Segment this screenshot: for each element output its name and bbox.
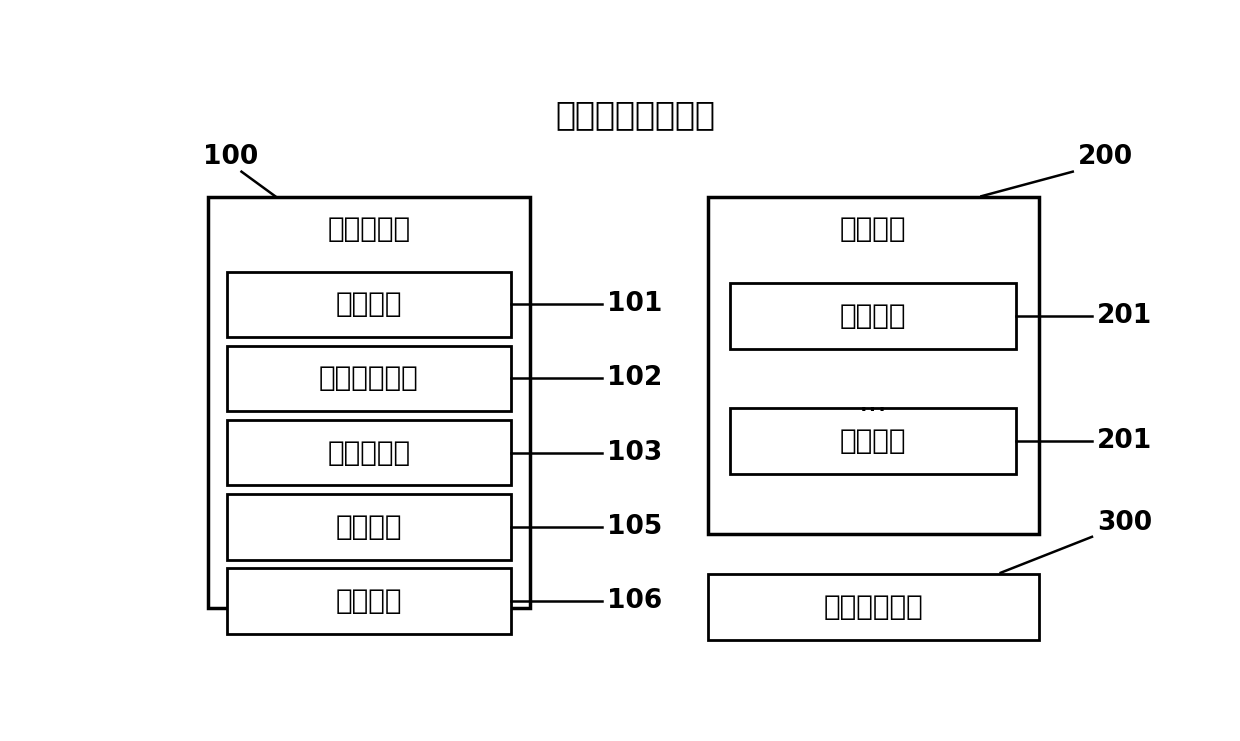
FancyBboxPatch shape [729, 408, 1016, 474]
Text: ···: ··· [858, 396, 888, 426]
Text: 校准定位单元: 校准定位单元 [319, 365, 419, 393]
FancyBboxPatch shape [227, 420, 511, 485]
FancyBboxPatch shape [729, 283, 1016, 348]
FancyBboxPatch shape [708, 197, 1039, 534]
Text: 待测晶圆台: 待测晶圆台 [327, 439, 410, 467]
Text: 测试仪器: 测试仪器 [839, 302, 906, 330]
Text: 机械单元: 机械单元 [336, 290, 402, 319]
Text: 100: 100 [203, 144, 258, 170]
FancyBboxPatch shape [227, 271, 511, 337]
Text: 测试仪器: 测试仪器 [839, 428, 906, 455]
FancyBboxPatch shape [208, 197, 529, 608]
Text: 201: 201 [1096, 428, 1152, 454]
Text: 103: 103 [606, 439, 662, 465]
FancyBboxPatch shape [708, 574, 1039, 639]
Text: 300: 300 [1096, 510, 1152, 536]
Text: 晶圆性能测试装置: 晶圆性能测试装置 [556, 98, 715, 131]
Text: 防震单元: 防震单元 [336, 587, 402, 615]
Text: 106: 106 [606, 588, 662, 614]
Text: 101: 101 [606, 291, 662, 317]
FancyBboxPatch shape [227, 494, 511, 559]
FancyBboxPatch shape [227, 568, 511, 634]
Text: 201: 201 [1096, 303, 1152, 329]
Text: 探针台模块: 探针台模块 [327, 215, 410, 243]
Text: 105: 105 [606, 514, 662, 540]
Text: 200: 200 [1078, 144, 1132, 170]
Text: 数据处理模块: 数据处理模块 [823, 593, 924, 621]
FancyBboxPatch shape [227, 345, 511, 411]
Text: 测试模块: 测试模块 [839, 215, 906, 243]
Text: 102: 102 [606, 365, 662, 391]
Text: 屏蔽单元: 屏蔽单元 [336, 513, 402, 541]
